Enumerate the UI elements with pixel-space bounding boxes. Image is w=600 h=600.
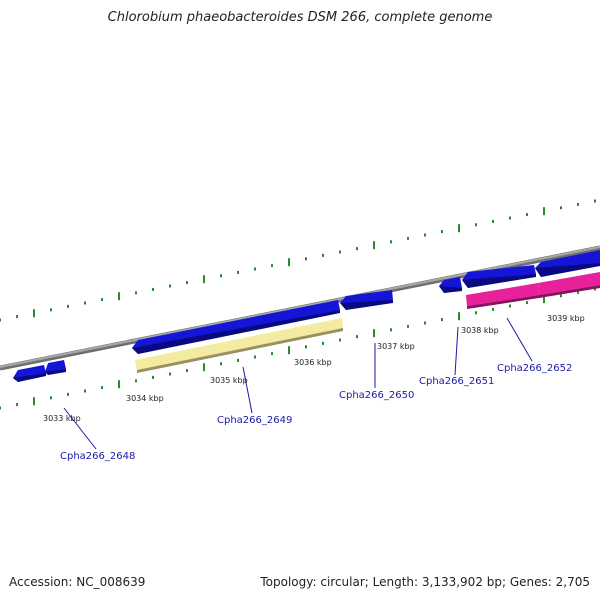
gene-labels: Cpha266_2648 Cpha266_2649 Cpha266_2650 C… bbox=[60, 363, 572, 462]
gene-blue-6[interactable] bbox=[462, 265, 536, 288]
kbp-3038: 3038 kbp bbox=[461, 326, 499, 335]
leader-cpha266-2648 bbox=[63, 407, 97, 450]
gene-blue-7[interactable] bbox=[535, 250, 600, 277]
gene-pink-1[interactable] bbox=[466, 283, 539, 309]
gene-yellow-1[interactable] bbox=[135, 318, 343, 373]
kbp-3034: 3034 kbp bbox=[126, 394, 164, 403]
gene-blue-5[interactable] bbox=[439, 277, 462, 293]
kbp-3036: 3036 kbp bbox=[294, 358, 332, 367]
accession-text: Accession: NC_008639 bbox=[9, 575, 146, 589]
tick-row-lower bbox=[0, 287, 596, 410]
gene-blue-1[interactable] bbox=[13, 365, 46, 382]
gene-blue-4[interactable] bbox=[340, 290, 393, 310]
tick-row-upper bbox=[0, 199, 596, 322]
kbp-3037: 3037 kbp bbox=[377, 342, 415, 351]
gene-label-cpha266-2649[interactable]: Cpha266_2649 bbox=[217, 415, 292, 426]
kbp-3033: 3033 kbp bbox=[43, 414, 81, 423]
kbp-3035: 3035 kbp bbox=[210, 376, 248, 385]
gene-label-cpha266-2651[interactable]: Cpha266_2651 bbox=[419, 376, 494, 387]
leader-cpha266-2649 bbox=[242, 366, 253, 414]
map-title: Chlorobium phaeobacteroides DSM 266, com… bbox=[107, 10, 493, 25]
gene-label-cpha266-2648[interactable]: Cpha266_2648 bbox=[60, 451, 135, 462]
genome-summary-text: Topology: circular; Length: 3,133,902 bp… bbox=[260, 575, 590, 589]
leader-cpha266-2651 bbox=[454, 326, 459, 376]
gene-label-cpha266-2650[interactable]: Cpha266_2650 bbox=[339, 390, 414, 401]
leader-cpha266-2652 bbox=[506, 317, 533, 362]
gene-blue-3[interactable] bbox=[132, 300, 340, 354]
kbp-3039: 3039 kbp bbox=[547, 314, 585, 323]
gene-pink-2[interactable] bbox=[538, 272, 600, 298]
gene-blue-2[interactable] bbox=[45, 360, 66, 375]
scale-labels: 3033 kbp 3034 kbp 3035 kbp 3036 kbp 3037… bbox=[43, 314, 585, 423]
label-leaders bbox=[63, 317, 533, 450]
gene-track bbox=[13, 250, 600, 382]
gene-label-cpha266-2652[interactable]: Cpha266_2652 bbox=[497, 363, 572, 374]
